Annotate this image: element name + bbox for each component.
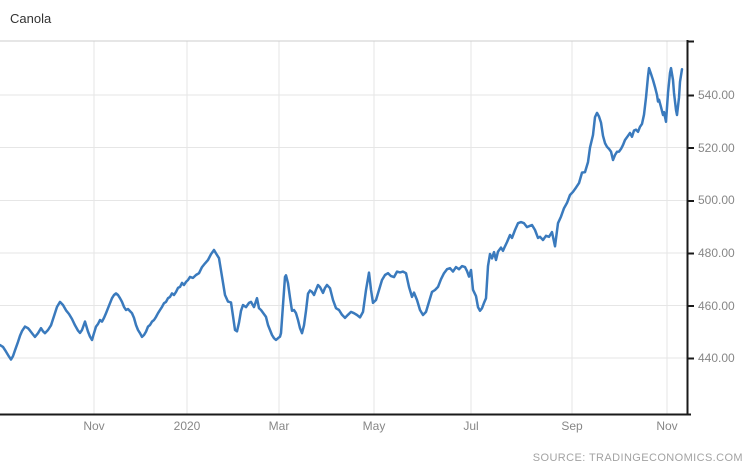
y-axis-label: 440.00: [698, 351, 735, 366]
x-axis-label: Mar: [268, 419, 290, 433]
y-axis-label: 460.00: [698, 298, 735, 313]
x-axis-label: Nov: [83, 419, 105, 433]
y-axis-label: 500.00: [698, 193, 735, 208]
chart-title: Canola: [10, 11, 52, 26]
x-axis-label: 2020: [173, 419, 201, 433]
x-axis-label: May: [362, 419, 386, 433]
source-attribution: SOURCE: TRADINGECONOMICS.COM: [532, 452, 743, 464]
x-axis-label: Jul: [463, 419, 479, 433]
y-axis-label: 480.00: [698, 245, 735, 260]
price-series-line: [0, 66, 684, 361]
y-axis-label: 520.00: [698, 140, 735, 155]
x-axis-label: Sep: [561, 419, 583, 433]
x-axis-label: Nov: [656, 419, 678, 433]
y-axis-label: 540.00: [698, 87, 735, 102]
